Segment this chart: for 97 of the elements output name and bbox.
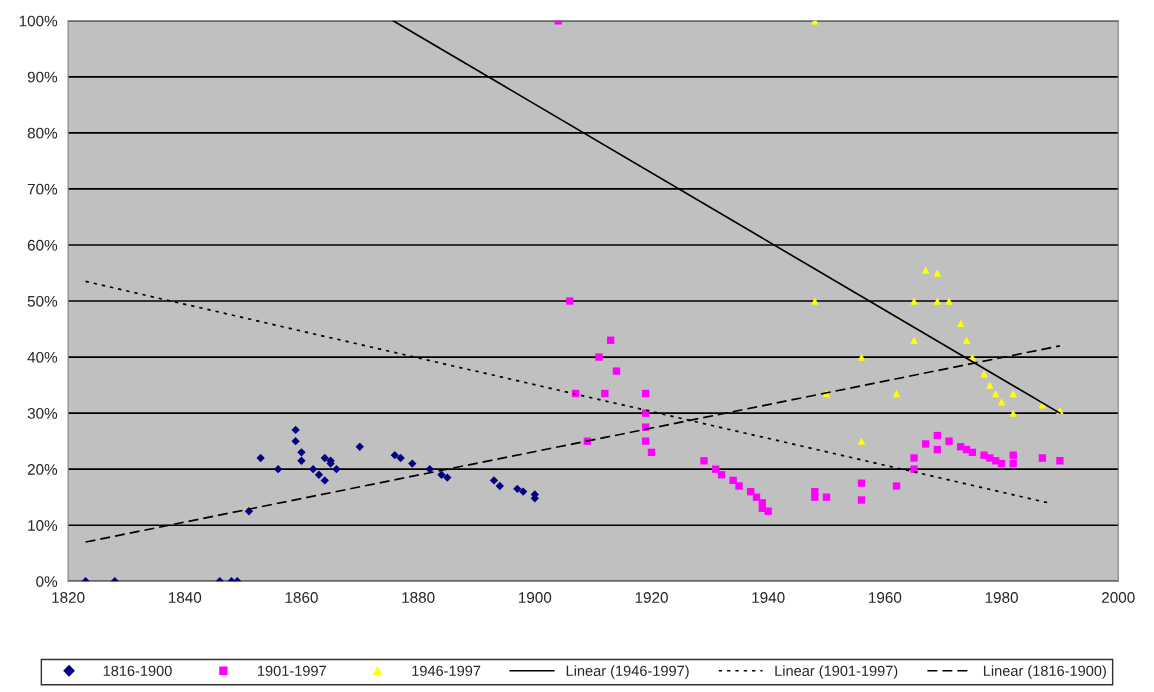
x-tick-label: 1820 — [52, 592, 85, 603]
point — [997, 459, 1006, 468]
point — [933, 269, 942, 277]
point — [443, 473, 452, 482]
point — [822, 493, 831, 501]
point — [513, 484, 522, 493]
y-tick-label: 40% — [27, 351, 58, 363]
point — [811, 297, 819, 305]
point — [764, 507, 772, 515]
point — [735, 482, 743, 490]
point — [273, 465, 283, 474]
point — [1009, 459, 1017, 468]
y-tick-label: 100% — [19, 15, 58, 27]
point — [297, 456, 306, 465]
y-tick-label: 30% — [27, 407, 58, 419]
point — [962, 336, 971, 344]
point — [320, 476, 329, 485]
point — [390, 451, 399, 460]
x-tick-label: 1960 — [869, 592, 902, 603]
point — [595, 353, 603, 361]
x-tick-label: 1840 — [168, 592, 202, 603]
y-tick-label: 20% — [27, 464, 58, 475]
point — [933, 445, 942, 454]
x-tick-label: 1900 — [518, 592, 552, 603]
legend-label: Linear (1901-1997) — [775, 665, 898, 679]
point — [297, 448, 306, 457]
point — [291, 436, 300, 446]
point — [910, 454, 918, 462]
point — [489, 476, 499, 485]
y-tick-label: 0% — [36, 576, 58, 587]
legend-label: 1946-1997 — [412, 665, 481, 676]
point — [396, 453, 405, 463]
point — [606, 336, 615, 344]
x-tick-label: 1920 — [635, 592, 668, 603]
point — [332, 465, 341, 474]
point — [922, 440, 930, 448]
point — [641, 389, 650, 398]
point — [945, 297, 953, 305]
point — [857, 353, 866, 361]
point — [355, 442, 364, 451]
point — [308, 465, 318, 474]
point — [968, 448, 977, 457]
point — [641, 409, 650, 417]
point — [986, 381, 994, 389]
point — [980, 370, 988, 378]
point — [997, 398, 1006, 406]
point — [717, 471, 726, 479]
point — [910, 465, 918, 473]
y-tick-label: 70% — [27, 183, 58, 195]
x-tick-label: 1940 — [752, 592, 785, 603]
point — [1056, 457, 1064, 465]
legend-label: 1816-1900 — [103, 665, 172, 676]
point — [425, 465, 434, 474]
point — [518, 487, 528, 496]
x-tick-label: 1860 — [285, 592, 318, 603]
point — [1009, 409, 1017, 417]
point — [495, 481, 504, 491]
point — [857, 496, 866, 504]
point — [314, 470, 324, 479]
point — [729, 476, 737, 485]
point — [612, 367, 621, 375]
legend-label: Linear (1816-1900) — [983, 665, 1106, 679]
point — [910, 297, 918, 305]
point — [892, 389, 901, 398]
point — [1038, 454, 1047, 462]
point — [437, 470, 446, 479]
x-tick-label: 1980 — [985, 592, 1018, 603]
x-tick-label: 2000 — [1102, 592, 1135, 603]
point — [957, 319, 965, 328]
point — [601, 389, 609, 398]
y-tick-label: 50% — [27, 295, 58, 307]
point — [256, 453, 265, 463]
point — [408, 459, 417, 468]
point — [1009, 389, 1017, 398]
point — [945, 437, 953, 445]
point — [291, 425, 300, 435]
point — [811, 493, 819, 501]
y-tick-label: 10% — [28, 520, 58, 531]
point — [566, 297, 574, 305]
point — [700, 457, 708, 465]
point — [892, 482, 901, 490]
point — [641, 437, 650, 445]
point — [922, 266, 930, 274]
x-tick-label: 1880 — [402, 592, 435, 603]
point — [1009, 451, 1017, 459]
point — [320, 453, 329, 463]
point — [647, 448, 656, 457]
y-tick-label: 80% — [27, 127, 58, 139]
y-tick-label: 60% — [27, 239, 58, 251]
point — [933, 297, 942, 305]
point — [857, 437, 866, 445]
legend-label: Linear (1946-1997) — [566, 665, 689, 679]
y-tick-label: 90% — [27, 71, 58, 83]
point — [992, 389, 1000, 398]
point — [933, 431, 942, 440]
point — [857, 479, 866, 487]
legend-label: 1901-1997 — [258, 665, 326, 676]
